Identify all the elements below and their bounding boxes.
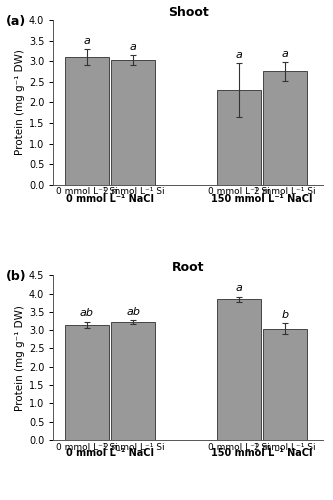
Y-axis label: Protein (mg g⁻¹ DW): Protein (mg g⁻¹ DW)	[15, 304, 25, 410]
Text: ab: ab	[80, 308, 94, 318]
Bar	[65, 324, 109, 440]
Bar	[112, 60, 155, 184]
Text: a: a	[130, 42, 137, 51]
Y-axis label: Protein (mg g⁻¹ DW): Protein (mg g⁻¹ DW)	[15, 50, 25, 156]
Text: (a): (a)	[6, 15, 26, 28]
Text: a: a	[84, 36, 91, 46]
Bar	[112, 322, 155, 440]
Text: a: a	[235, 283, 242, 293]
Title: Shoot: Shoot	[168, 6, 208, 19]
Text: 0 mmol L⁻¹ NaCl: 0 mmol L⁻¹ NaCl	[66, 448, 154, 458]
Title: Root: Root	[172, 261, 204, 274]
Bar	[217, 90, 261, 184]
Text: a: a	[282, 49, 288, 59]
Text: ab: ab	[126, 306, 140, 316]
Bar	[217, 299, 261, 440]
Bar	[263, 72, 307, 184]
Bar	[263, 328, 307, 440]
Text: b: b	[281, 310, 289, 320]
Text: 150 mmol L⁻¹ NaCl: 150 mmol L⁻¹ NaCl	[211, 448, 313, 458]
Text: 150 mmol L⁻¹ NaCl: 150 mmol L⁻¹ NaCl	[211, 194, 313, 204]
Text: 0 mmol L⁻¹ NaCl: 0 mmol L⁻¹ NaCl	[66, 194, 154, 204]
Bar	[65, 57, 109, 184]
Text: (b): (b)	[6, 270, 27, 283]
Text: a: a	[235, 50, 242, 60]
